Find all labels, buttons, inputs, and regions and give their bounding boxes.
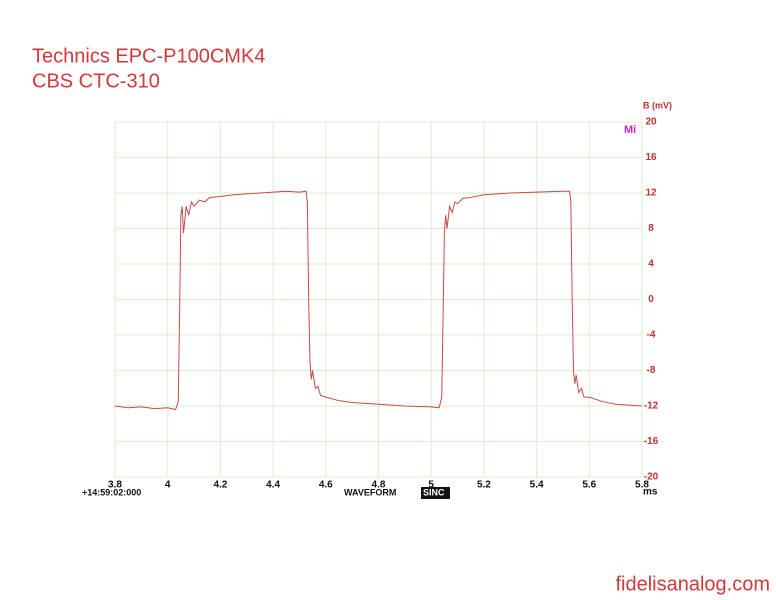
chart-title: Technics EPC-P100CMK4 [32, 45, 265, 67]
y-tick-label: 16 [645, 152, 657, 163]
source: fidelisanalog.com [615, 573, 770, 595]
x-tick-label: 5.8 [635, 480, 649, 491]
function-label: SINC [423, 487, 445, 497]
x-tick-label: 5.4 [530, 480, 544, 491]
y-tick-label: -16 [644, 436, 659, 447]
x-tick-label: 4.8 [372, 480, 386, 491]
y-tick-label: 0 [648, 294, 654, 305]
y-tick-label: 20 [645, 117, 657, 128]
y-tick-label: 12 [645, 188, 657, 199]
chart-subtitle: CBS CTC-310 [32, 70, 160, 92]
x-tick-label: 5.6 [582, 480, 596, 491]
x-tick-label: 5 [428, 480, 434, 491]
x-tick-label: 3.8 [108, 480, 122, 491]
y-tick-label: 4 [648, 259, 654, 270]
x-tick-label: 4.2 [213, 480, 227, 491]
y-axis-label: B (mV) [643, 100, 672, 110]
x-axis-label: ms [643, 487, 658, 498]
function-badge [421, 487, 450, 499]
x-tick-label: 4.6 [319, 480, 333, 491]
mode-label: WAVEFORM [344, 487, 396, 497]
x-tick-label: 4.4 [266, 480, 280, 491]
waveform-line [114, 190, 643, 411]
y-tick-label: -12 [644, 401, 659, 412]
y-tick-label: -20 [644, 472, 659, 483]
y-tick-label: -8 [647, 365, 656, 376]
y-tick-label: 8 [648, 223, 654, 234]
x-tick-label: 5.2 [477, 480, 491, 491]
x-tick-label: 4 [165, 480, 171, 491]
y-tick-label: -4 [647, 330, 656, 341]
timestamp: +14:59:02:000 [82, 487, 141, 497]
marker-label: Mi [624, 124, 636, 136]
